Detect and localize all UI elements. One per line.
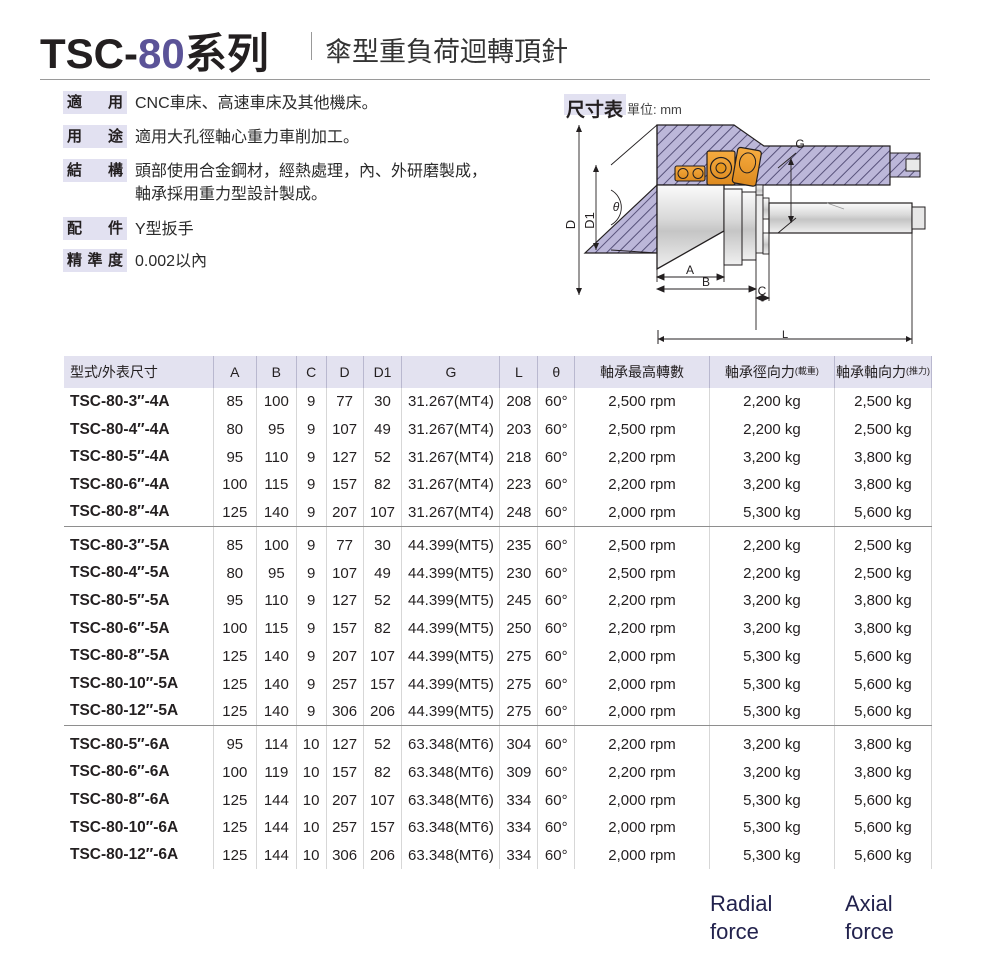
svg-text:A: A xyxy=(686,263,694,277)
svg-text:θ: θ xyxy=(613,200,620,214)
svg-text:C: C xyxy=(758,284,767,298)
svg-text:B: B xyxy=(702,275,710,289)
svg-text:G: G xyxy=(795,137,804,151)
